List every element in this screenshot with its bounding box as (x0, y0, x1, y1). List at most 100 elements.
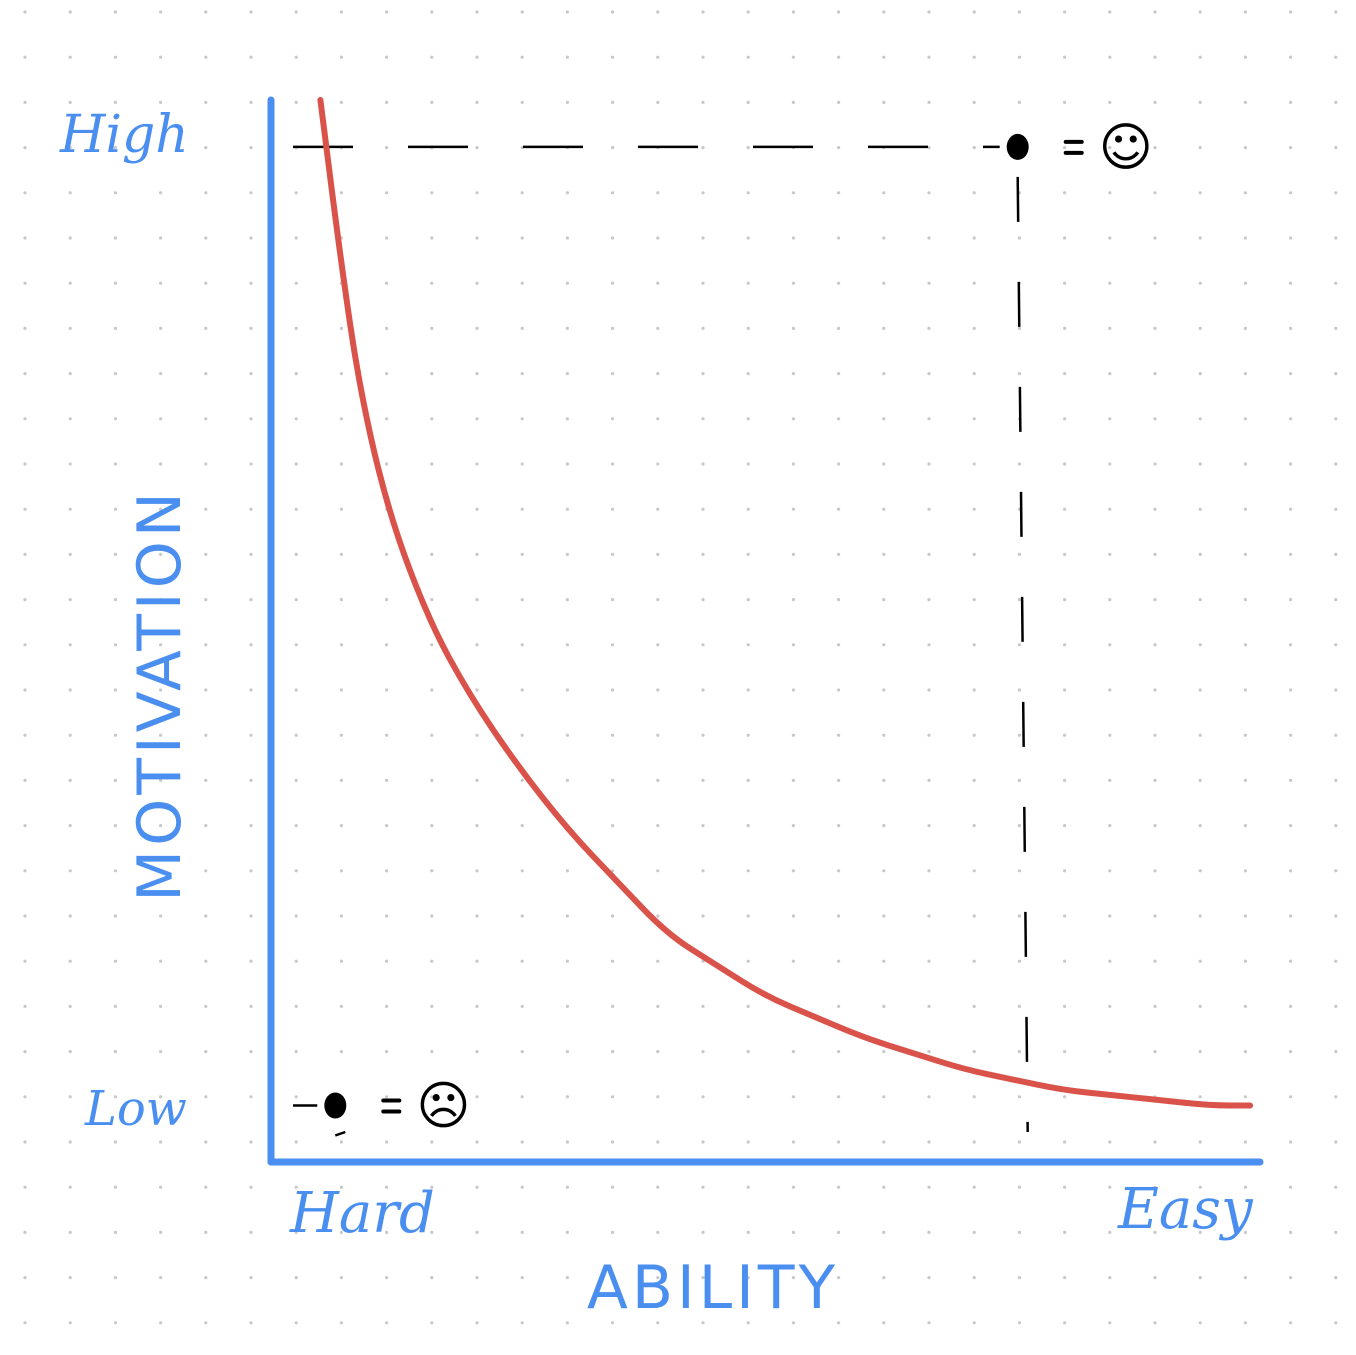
grid-dot (1198, 824, 1202, 828)
grid-dot (23, 55, 27, 59)
grid-dot (159, 55, 163, 59)
grid-dot (339, 1321, 343, 1325)
annotation-point-happy (1006, 133, 1029, 160)
grid-dot (1289, 1230, 1293, 1234)
grid-dot (837, 688, 841, 692)
grid-dot (159, 914, 163, 918)
grid-dot (339, 372, 343, 376)
grid-dot (1108, 959, 1112, 963)
grid-dot (1063, 688, 1067, 692)
grid-dot (611, 372, 615, 376)
grid-dot (837, 552, 841, 557)
grid-dot (837, 462, 841, 466)
grid-dot (339, 1230, 343, 1234)
grid-dot (520, 1050, 524, 1054)
grid-dot (611, 688, 615, 692)
grid-dot (1017, 55, 1022, 59)
grid-dot (701, 281, 705, 285)
guide-vertical-happy (1016, 176, 1029, 1133)
grid-dot (68, 778, 72, 783)
grid-dot (113, 643, 117, 647)
grid-dot (746, 462, 750, 466)
grid-dot (791, 462, 796, 466)
grid-dot (159, 236, 163, 240)
grid-dot (1017, 10, 1022, 14)
grid-dot (475, 55, 479, 59)
grid-dot (701, 1321, 705, 1325)
grid-dot (882, 191, 886, 195)
grid-dot (159, 100, 163, 104)
grid-dot (1153, 191, 1157, 195)
grid-dot (430, 914, 434, 918)
grid-dot (972, 914, 976, 918)
grid-dot (701, 417, 705, 421)
grid-dot (837, 1050, 841, 1054)
grid-dot (1063, 914, 1067, 918)
grid-dot (249, 146, 253, 150)
grid-dot (520, 959, 524, 963)
grid-dot (882, 462, 886, 466)
grid-dot (1198, 1321, 1202, 1325)
grid-dot (520, 1095, 524, 1099)
grid-dot (23, 281, 27, 285)
grid-dot (656, 417, 660, 421)
grid-dot (430, 507, 434, 511)
grid-dot (1289, 10, 1293, 14)
grid-dot (927, 778, 931, 783)
grid-dot (249, 552, 253, 557)
grid-dot (701, 1140, 705, 1144)
grid-dot (113, 372, 117, 376)
grid-dot (611, 417, 615, 421)
grid-dot (791, 100, 796, 104)
grid-dot (565, 914, 570, 918)
grid-dot (1017, 959, 1022, 963)
grid-dot (1289, 1050, 1293, 1054)
grid-dot (68, 55, 72, 59)
grid-dot (1063, 417, 1067, 421)
grid-dot (837, 959, 841, 963)
grid-dot (294, 643, 298, 647)
grid-dot (339, 1276, 343, 1280)
grid-dot (611, 191, 615, 195)
grid-dot (656, 372, 660, 376)
grid-dot (746, 326, 750, 330)
grid-dot (565, 1004, 570, 1009)
grid-dot (249, 688, 253, 692)
grid-dot (1063, 778, 1067, 783)
grid-dot (204, 914, 208, 918)
grid-dot (927, 688, 931, 692)
grid-dot (1289, 959, 1293, 963)
grid-dot (294, 598, 298, 602)
grid-dot (475, 462, 479, 466)
grid-dot (972, 507, 976, 511)
x-tick-label-hard: Hard (289, 1181, 435, 1246)
grid-dot (1017, 1276, 1022, 1280)
grid-dot (113, 733, 117, 737)
grid-dot (1289, 598, 1293, 602)
grid-dot (159, 688, 163, 692)
grid-dot (927, 1050, 931, 1054)
grid-dot (701, 1185, 705, 1189)
grid-dot (68, 598, 72, 602)
grid-dot (23, 1050, 27, 1054)
grid-dot (746, 281, 750, 285)
grid-dot (249, 507, 253, 511)
grid-dot (113, 55, 117, 59)
grid-dot (294, 1230, 298, 1234)
grid-dot (1017, 643, 1022, 647)
grid-dot (159, 326, 163, 330)
grid-dot (882, 778, 886, 783)
grid-dot (23, 688, 27, 692)
grid-dot (339, 1050, 343, 1054)
grid-dot (1289, 326, 1293, 330)
grid-dot (1243, 1140, 1247, 1144)
grid-dot (385, 688, 389, 692)
grid-dot (113, 462, 117, 466)
grid-dot (1198, 417, 1202, 421)
grid-dot (972, 824, 976, 828)
grid-dot (1243, 733, 1247, 737)
grid-dot (475, 1004, 479, 1009)
grid-dot (204, 1321, 208, 1325)
grid-dot (656, 643, 660, 647)
grid-dot (611, 1230, 615, 1234)
